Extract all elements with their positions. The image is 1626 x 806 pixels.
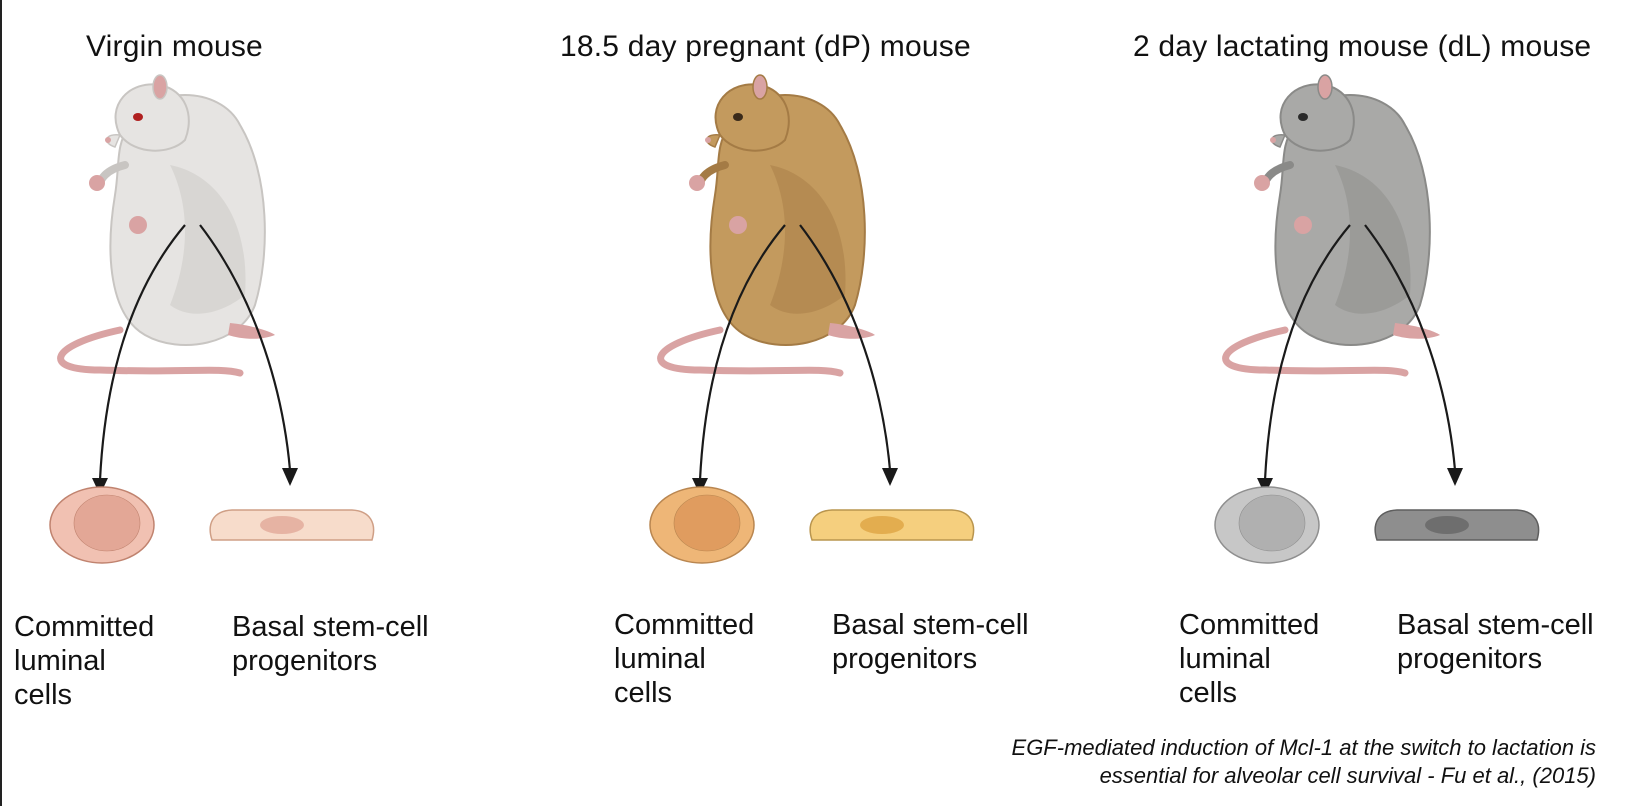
mouse-illustration	[1222, 74, 1440, 377]
mouse-eye	[1298, 113, 1308, 121]
luminal-cell-label: Committed luminal cells	[1179, 609, 1320, 709]
arrow-to-basal	[199, 224, 292, 471]
mouse-eye	[733, 113, 743, 121]
basal-cell	[809, 509, 975, 541]
mouse-nose	[1270, 137, 1276, 143]
luminal-cell-nucleus	[673, 494, 741, 552]
basal-cell	[1374, 509, 1540, 541]
mouse-foot	[1393, 323, 1440, 339]
mouse-illustration	[657, 74, 875, 377]
mouse-nose	[705, 137, 711, 143]
panel-title: Virgin mouse	[86, 30, 263, 63]
mouse-foot	[828, 323, 875, 339]
mouse-tail	[1222, 326, 1409, 377]
mouse-shading	[1335, 165, 1411, 314]
mouse-shading	[170, 165, 246, 314]
basal-cell-label: Basal stem-cell progenitors	[1397, 609, 1594, 675]
luminal-cell	[49, 486, 155, 564]
mouse-head	[1279, 83, 1355, 152]
mouse-paw	[689, 175, 705, 191]
basal-cell-nucleus	[860, 516, 904, 534]
arrow-head-basal	[1447, 468, 1463, 486]
panel-title: 2 day lactating mouse (dL) mouse	[1133, 30, 1592, 63]
left-border-line	[0, 0, 2, 806]
basal-cell-label: Basal stem-cell progenitors	[832, 609, 1029, 675]
panel-scene	[49, 74, 375, 564]
basal-cell-label: Basal stem-cell progenitors	[232, 611, 429, 677]
basal-cell-nucleus	[260, 516, 304, 534]
arrow-head-basal	[282, 468, 298, 486]
mouse-tail	[57, 326, 244, 377]
mouse-ear	[152, 74, 168, 100]
arrow-to-luminal	[98, 224, 186, 481]
arrow-to-luminal	[1263, 224, 1351, 481]
panel-pregnant: 18.5 day pregnant (dP) mouse Committed l…	[560, 0, 1160, 720]
luminal-cell	[1214, 486, 1320, 564]
mouse-head	[114, 83, 190, 152]
panel-title: 18.5 day pregnant (dP) mouse	[560, 30, 971, 63]
luminal-cell-label: Committed luminal cells	[614, 609, 755, 709]
basal-cell	[209, 509, 375, 541]
arrow-to-basal	[799, 224, 892, 471]
luminal-cell	[649, 486, 755, 564]
mouse-paw	[89, 175, 105, 191]
basal-cell-nucleus	[1425, 516, 1469, 534]
panel-scene	[1214, 74, 1540, 564]
mouse-hand	[129, 216, 147, 234]
citation-text: EGF-mediated induction of Mcl-1 at the s…	[1011, 735, 1596, 788]
luminal-cell-label: Committed luminal cells	[14, 611, 155, 711]
panel-lactating: 2 day lactating mouse (dL) mouse Committ…	[1133, 0, 1626, 720]
mouse-hand	[729, 216, 747, 234]
arrow-to-basal	[1364, 224, 1457, 471]
mouse-shading	[770, 165, 846, 314]
mouse-ear	[1317, 74, 1333, 100]
mouse-head	[714, 83, 790, 152]
mouse-tail	[657, 326, 844, 377]
mouse-illustration	[57, 74, 275, 377]
mouse-ear	[752, 74, 768, 100]
arrow-head-basal	[882, 468, 898, 486]
mouse-hand	[1294, 216, 1312, 234]
luminal-cell-nucleus	[1238, 494, 1306, 552]
mouse-eye	[133, 113, 143, 121]
arrow-to-luminal	[698, 224, 786, 481]
mouse-nose	[105, 137, 111, 143]
panel-virgin: Virgin mouse Committed luminal cells Bas…	[0, 0, 560, 720]
luminal-cell-nucleus	[73, 494, 141, 552]
panel-scene	[649, 74, 975, 564]
mouse-foot	[228, 323, 275, 339]
mouse-paw	[1254, 175, 1270, 191]
